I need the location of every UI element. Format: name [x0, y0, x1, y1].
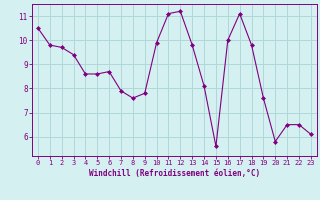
X-axis label: Windchill (Refroidissement éolien,°C): Windchill (Refroidissement éolien,°C) — [89, 169, 260, 178]
